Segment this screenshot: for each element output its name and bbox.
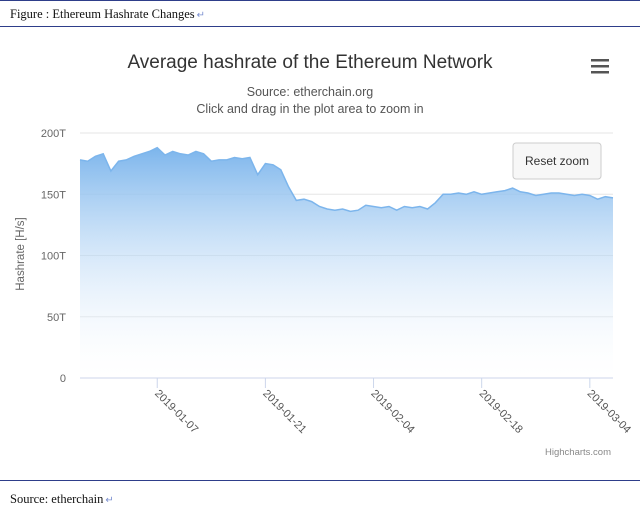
chart-subtitle-zoom-hint: Click and drag in the plot area to zoom … — [196, 102, 423, 116]
chart-title: Average hashrate of the Ethereum Network — [127, 52, 493, 73]
y-axis-ticks: 0 50T 100T 150T 200T — [41, 128, 66, 385]
reset-zoom-label: Reset zoom — [525, 154, 589, 168]
highcharts-credits[interactable]: Highcharts.com — [545, 447, 611, 458]
paragraph-mark-icon: ↵ — [196, 10, 206, 21]
y-tick-label: 200T — [41, 128, 66, 140]
x-tick-label: 2019-02-18 — [477, 388, 525, 436]
y-axis-title: Hashrate [H/s] — [15, 217, 27, 291]
x-tick-label: 2019-02-04 — [368, 388, 416, 436]
x-tick-label: 2019-01-21 — [260, 388, 308, 436]
paragraph-mark-icon: ↵ — [105, 495, 114, 506]
source-caption: Source: etherchain ↵ — [10, 492, 114, 506]
y-tick-label: 150T — [41, 189, 66, 201]
top-rule — [0, 0, 640, 1]
x-tick-label: 2019-01-07 — [152, 388, 200, 436]
caption-rule — [0, 26, 640, 27]
y-tick-label: 0 — [60, 373, 66, 385]
x-tick-label: 2019-03-04 — [585, 388, 633, 436]
bottom-rule — [0, 480, 640, 481]
y-tick-label: 100T — [41, 251, 66, 263]
figure-caption: Figure : Ethereum Hashrate Changes ↵ — [10, 7, 206, 21]
reset-zoom-button[interactable]: Reset zoom — [512, 142, 602, 180]
hashrate-line — [79, 146, 614, 213]
chart-subtitle: Source: etherchain.org — [247, 85, 374, 99]
hamburger-menu-icon[interactable] — [590, 58, 610, 74]
hashrate-chart[interactable]: Average hashrate of the Ethereum Network… — [0, 28, 640, 466]
y-tick-label: 50T — [47, 312, 66, 324]
x-axis-ticks: 2019-01-07 2019-01-21 2019-02-04 2019-02-18… — [152, 378, 633, 436]
hashrate-area — [80, 147, 613, 378]
